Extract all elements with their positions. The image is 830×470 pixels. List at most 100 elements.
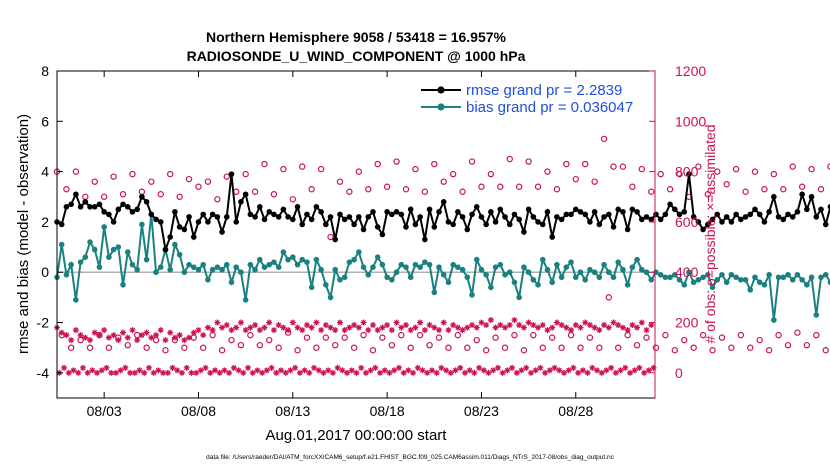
- obs-assimilated-point: [200, 332, 207, 339]
- bias-point: [167, 266, 173, 273]
- rmse-point: [629, 206, 636, 213]
- bias-point: [271, 259, 277, 265]
- obs-assimilated-point: [117, 367, 124, 374]
- rmse-point: [662, 211, 669, 218]
- rmse-point: [521, 229, 527, 235]
- bias-point: [242, 297, 249, 303]
- rmse-point: [228, 171, 235, 177]
- bias-point: [323, 282, 329, 288]
- obs-possible-point: [482, 347, 490, 354]
- y-tick-label-right: 1000: [675, 113, 706, 129]
- obs-assimilated-point: [388, 327, 395, 334]
- obs-assimilated-point: [572, 322, 579, 329]
- rmse-point: [181, 226, 188, 233]
- bias-point: [214, 264, 221, 271]
- x-tick-label: 08/23: [464, 403, 499, 419]
- bias-point: [332, 266, 339, 273]
- rmse-point: [115, 206, 122, 213]
- rmse-point: [308, 216, 315, 223]
- bias-point: [87, 239, 93, 245]
- bias-point: [705, 271, 711, 278]
- rmse-point: [370, 209, 376, 215]
- obs-assimilated-point: [138, 332, 145, 339]
- obs-assimilated-point: [426, 322, 433, 329]
- obs-assimilated-point: [530, 322, 537, 329]
- rmse-point: [742, 214, 749, 220]
- obs-assimilated-point: [487, 317, 494, 324]
- obs-possible-point: [643, 334, 650, 341]
- obs-assimilated-point: [127, 369, 134, 376]
- bias-point: [558, 274, 565, 281]
- obs-possible-point: [426, 341, 433, 349]
- obs-assimilated-point: [513, 369, 520, 376]
- bias-point: [771, 317, 777, 323]
- rmse-point: [634, 209, 640, 215]
- obs-possible-point: [199, 344, 207, 351]
- rmse-point: [389, 211, 395, 218]
- rmse-point: [323, 221, 329, 228]
- obs-assimilated-point: [256, 327, 263, 334]
- obs-assimilated-point: [167, 329, 174, 336]
- obs-assimilated-point: [252, 322, 259, 329]
- plot-area: [53, 135, 830, 376]
- rmse-point: [110, 219, 117, 225]
- obs-possible-point: [666, 186, 674, 193]
- obs-assimilated-point: [223, 322, 230, 329]
- bias-point: [530, 276, 537, 283]
- obs-possible-point: [138, 188, 146, 195]
- rmse-point: [200, 211, 206, 218]
- bias-point: [327, 294, 334, 301]
- y-tick-label: 0: [41, 264, 49, 280]
- rmse-point: [266, 209, 273, 215]
- obs-possible-point: [775, 331, 782, 339]
- bias-point: [667, 274, 673, 281]
- obs-assimilated-point: [478, 319, 485, 326]
- obs-assimilated-point: [490, 367, 497, 374]
- rmse-point: [539, 221, 546, 228]
- rmse-point: [426, 206, 433, 213]
- rmse-point: [808, 193, 815, 200]
- bias-point: [365, 271, 372, 278]
- y-tick-label: -2: [37, 315, 50, 331]
- obs-assimilated-point: [377, 369, 384, 376]
- obs-possible-point: [445, 344, 452, 351]
- bias-point: [492, 264, 499, 271]
- obs-assimilated-point: [216, 369, 223, 376]
- obs-possible-point: [699, 331, 707, 339]
- obs-possible-point: [596, 344, 603, 351]
- obs-possible-point: [751, 168, 759, 175]
- obs-possible-point: [421, 188, 429, 195]
- bias-point: [766, 271, 772, 278]
- obs-assimilated-point: [332, 327, 339, 334]
- rmse-point: [492, 219, 499, 225]
- obs-possible-point: [100, 193, 108, 200]
- y-tick-label-right: 0: [675, 365, 683, 381]
- obs-assimilated-point: [369, 322, 376, 329]
- rmse-point: [129, 209, 136, 215]
- obs-assimilated-point: [402, 322, 409, 329]
- obs-possible-point: [275, 344, 282, 351]
- obs-possible-point: [794, 329, 801, 336]
- obs-assimilated-point: [278, 367, 285, 374]
- rmse-point: [351, 221, 357, 228]
- chart-title-line2: RADIOSONDE_U_WIND_COMPONENT @ 1000 hPa: [187, 48, 526, 64]
- rmse-point: [148, 211, 155, 218]
- obs-assimilated-point: [544, 327, 551, 334]
- rmse-point: [544, 209, 551, 215]
- rmse-point: [780, 216, 787, 223]
- rmse-point: [422, 236, 428, 243]
- obs-assimilated-point: [629, 322, 636, 329]
- obs-possible-point: [690, 344, 697, 351]
- obs-possible-point: [266, 336, 273, 344]
- obs-assimilated-point: [70, 367, 77, 374]
- obs-assimilated-point: [617, 367, 624, 374]
- obs-possible-point: [638, 165, 645, 173]
- obs-assimilated-point: [499, 369, 506, 376]
- bias-point: [261, 264, 268, 271]
- obs-possible-point: [303, 334, 311, 341]
- bias-point: [742, 276, 749, 283]
- obs-assimilated-point: [485, 369, 492, 376]
- rmse-point: [233, 219, 240, 225]
- y-axis-label-right: # of obs: o=possible; ×=assimilated: [702, 124, 718, 343]
- obs-assimilated-point: [558, 322, 565, 329]
